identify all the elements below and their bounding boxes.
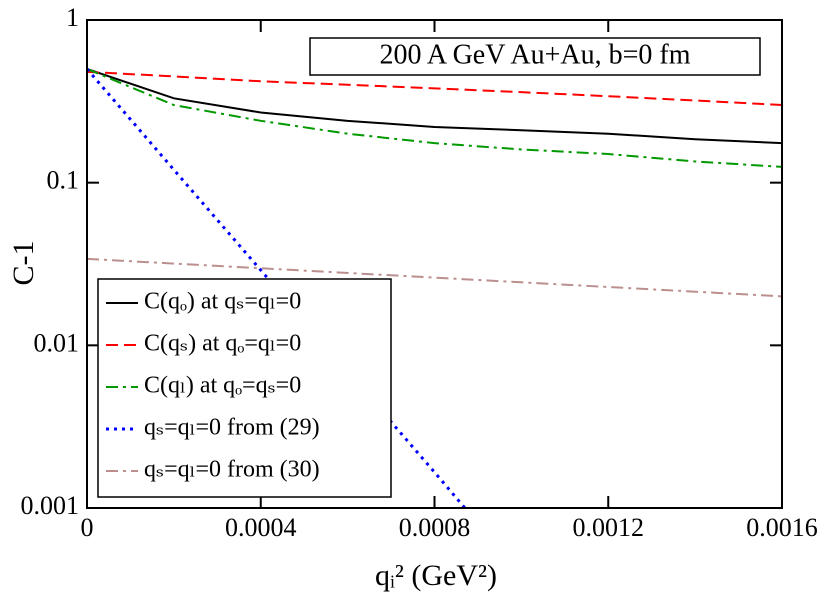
y-axis-label: C-1 <box>7 241 40 286</box>
x-tick-label: 0.0004 <box>225 513 297 542</box>
legend-label: qₛ=qₗ=0 from (30) <box>144 457 320 483</box>
series-line <box>86 70 783 107</box>
annotation-box <box>309 37 761 76</box>
legend-box <box>97 278 392 498</box>
x-axis-label: qᵢ² (GeV²) <box>375 559 497 592</box>
series-line <box>86 257 783 298</box>
legend-label: C(qₛ) at qₒ=qₗ=0 <box>144 331 301 357</box>
legend-label: qₛ=qₗ=0 from (29) <box>144 415 320 441</box>
legend-label: C(qₗ) at qₒ=qₛ=0 <box>144 373 301 399</box>
x-tick-label: 0.0012 <box>573 513 645 542</box>
series-line <box>86 68 783 168</box>
annotation: 200 A GeV Au+Au, b=0 fm <box>379 39 690 70</box>
y-tick-label: 0.1 <box>47 166 80 195</box>
legend-label: C(qₒ) at qₛ=qₗ=0 <box>144 289 301 315</box>
y-tick-label: 0.001 <box>21 491 80 520</box>
x-tick-label: 0.0008 <box>399 513 471 542</box>
y-tick-label: 0.01 <box>34 328 80 357</box>
x-tick-label: 0.0016 <box>746 513 818 542</box>
series-line <box>86 68 783 145</box>
y-tick-label: 1 <box>66 3 79 32</box>
x-tick-label: 0 <box>81 513 94 542</box>
